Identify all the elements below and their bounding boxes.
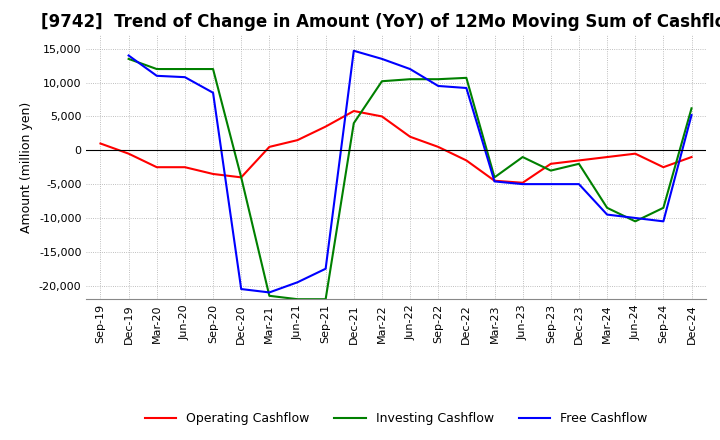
Operating Cashflow — [237, 175, 246, 180]
Operating Cashflow — [153, 165, 161, 170]
Free Cashflow — [434, 83, 443, 88]
Investing Cashflow — [125, 56, 133, 62]
Investing Cashflow — [659, 205, 667, 210]
Investing Cashflow — [490, 175, 499, 180]
Operating Cashflow — [631, 151, 639, 156]
Investing Cashflow — [321, 297, 330, 302]
Operating Cashflow — [209, 171, 217, 176]
Investing Cashflow — [406, 77, 415, 82]
Operating Cashflow — [687, 154, 696, 160]
Investing Cashflow — [377, 79, 386, 84]
Free Cashflow — [377, 56, 386, 62]
Free Cashflow — [237, 286, 246, 292]
Free Cashflow — [265, 290, 274, 295]
Investing Cashflow — [462, 75, 471, 81]
Operating Cashflow — [603, 154, 611, 160]
Operating Cashflow — [125, 151, 133, 156]
Free Cashflow — [546, 181, 555, 187]
Free Cashflow — [490, 179, 499, 184]
Operating Cashflow — [434, 144, 443, 150]
Free Cashflow — [462, 85, 471, 91]
Free Cashflow — [181, 74, 189, 80]
Legend: Operating Cashflow, Investing Cashflow, Free Cashflow: Operating Cashflow, Investing Cashflow, … — [140, 407, 652, 430]
Free Cashflow — [406, 66, 415, 72]
Operating Cashflow — [490, 178, 499, 183]
Operating Cashflow — [462, 158, 471, 163]
Investing Cashflow — [209, 66, 217, 72]
Free Cashflow — [659, 219, 667, 224]
Investing Cashflow — [237, 175, 246, 180]
Investing Cashflow — [349, 121, 358, 126]
Operating Cashflow — [377, 114, 386, 119]
Line: Free Cashflow: Free Cashflow — [129, 51, 691, 293]
Line: Operating Cashflow: Operating Cashflow — [101, 111, 691, 183]
Operating Cashflow — [181, 165, 189, 170]
Free Cashflow — [321, 266, 330, 271]
Operating Cashflow — [518, 180, 527, 185]
Operating Cashflow — [659, 165, 667, 170]
Operating Cashflow — [321, 124, 330, 129]
Free Cashflow — [518, 181, 527, 187]
Investing Cashflow — [181, 66, 189, 72]
Free Cashflow — [687, 113, 696, 118]
Y-axis label: Amount (million yen): Amount (million yen) — [20, 102, 33, 233]
Free Cashflow — [153, 73, 161, 78]
Free Cashflow — [575, 181, 583, 187]
Investing Cashflow — [575, 161, 583, 166]
Operating Cashflow — [575, 158, 583, 163]
Investing Cashflow — [546, 168, 555, 173]
Investing Cashflow — [631, 219, 639, 224]
Operating Cashflow — [96, 141, 105, 146]
Investing Cashflow — [518, 154, 527, 160]
Investing Cashflow — [293, 297, 302, 302]
Operating Cashflow — [546, 161, 555, 166]
Free Cashflow — [631, 215, 639, 220]
Line: Investing Cashflow: Investing Cashflow — [129, 59, 691, 299]
Free Cashflow — [349, 48, 358, 53]
Investing Cashflow — [153, 66, 161, 72]
Investing Cashflow — [687, 106, 696, 111]
Investing Cashflow — [265, 293, 274, 298]
Operating Cashflow — [265, 144, 274, 150]
Investing Cashflow — [434, 77, 443, 82]
Free Cashflow — [603, 212, 611, 217]
Free Cashflow — [293, 280, 302, 285]
Operating Cashflow — [406, 134, 415, 139]
Free Cashflow — [209, 90, 217, 95]
Free Cashflow — [125, 53, 133, 58]
Operating Cashflow — [349, 108, 358, 114]
Title: [9742]  Trend of Change in Amount (YoY) of 12Mo Moving Sum of Cashflows: [9742] Trend of Change in Amount (YoY) o… — [41, 13, 720, 31]
Operating Cashflow — [293, 137, 302, 143]
Investing Cashflow — [603, 205, 611, 210]
